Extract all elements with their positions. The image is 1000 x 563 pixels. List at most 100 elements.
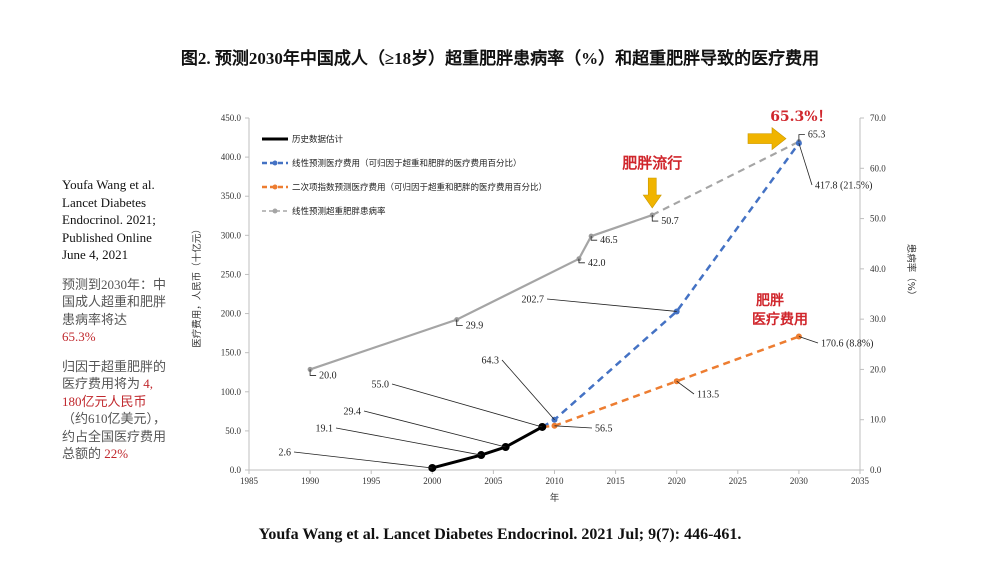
label-prevalence-1990: 20.0 xyxy=(319,370,337,381)
label-history-2004: 19.1 xyxy=(316,424,334,435)
side-prevalence-text: 预测到2030年：中国成人超重和肥胖患病率将达 xyxy=(62,276,167,327)
label-linear-2030-leader xyxy=(798,143,813,186)
label-quad-2010: 56.5 xyxy=(595,424,613,435)
y-tick-label: 300.0 xyxy=(221,230,242,240)
y-tick-label: 0.0 xyxy=(230,465,242,475)
x-tick-label: 2020 xyxy=(668,476,687,486)
x-tick-label: 2025 xyxy=(729,476,748,486)
y-tick-label: 150.0 xyxy=(221,348,242,358)
legend-label: 线性预测医疗费用（可归因于超重和肥胖的医疗费用百分比） xyxy=(292,158,522,169)
label-linear-2020: 202.7 xyxy=(522,295,545,306)
annotation-obesity-cost-line2: 医疗费用 xyxy=(752,311,808,328)
annotation-prevalence-2030: 65.3%！ xyxy=(770,109,831,125)
side-notes: Youfa Wang et al. Lancet Diabetes Endocr… xyxy=(62,176,174,463)
side-cost-value: 4, 180亿元人民币 xyxy=(62,376,154,409)
y-tick-label: 250.0 xyxy=(221,269,242,279)
prevalence-label-leader xyxy=(651,215,659,222)
prevalence-label-leader xyxy=(590,236,598,241)
label-quad-2020-leader xyxy=(676,380,695,395)
y-axis-label: 医疗费用，人民币（十亿元） xyxy=(191,224,203,348)
label-quad-2020: 113.5 xyxy=(697,390,719,401)
x-axis-label: 年 xyxy=(550,492,560,504)
label-prevalence-2012: 42.0 xyxy=(588,258,606,269)
x-tick-label: 1985 xyxy=(240,476,259,486)
y-tick-label: 200.0 xyxy=(221,309,242,319)
y-tick-label: 50.0 xyxy=(225,426,241,436)
label-history-2000-leader xyxy=(293,451,433,469)
label-linear-2010-leader xyxy=(501,359,555,420)
x-tick-label: 1990 xyxy=(301,476,320,486)
y2-axis-label: 患病率（%） xyxy=(905,244,917,301)
legend-item: 线性预测超重肥胖患病率 xyxy=(262,206,386,217)
side-cost-text2: （约610亿美元），约占全国医疗费用总额的 xyxy=(62,411,167,461)
label-history-2004-leader xyxy=(335,427,482,456)
legend-item: 线性预测医疗费用（可归因于超重和肥胖的医疗费用百分比） xyxy=(262,158,522,169)
side-prevalence-note: 预测到2030年：中国成人超重和肥胖患病率将达 65.3% xyxy=(62,276,174,346)
y2-tick-label: 70.0 xyxy=(870,113,886,123)
y2-tick-label: 10.0 xyxy=(870,415,886,425)
legend-label: 线性预测超重肥胖患病率 xyxy=(292,206,386,217)
x-tick-label: 1995 xyxy=(362,476,381,486)
label-linear-2030: 417.8 (21.5%) xyxy=(815,181,873,192)
y-tick-label: 350.0 xyxy=(221,191,242,201)
series-history xyxy=(431,425,543,470)
label-history-2000: 2.6 xyxy=(279,448,292,459)
y-tick-label: 450.0 xyxy=(221,113,242,123)
label-prevalence-2013: 46.5 xyxy=(600,235,618,246)
y2-tick-label: 0.0 xyxy=(870,465,882,475)
label-prevalence-2002: 29.9 xyxy=(466,321,484,332)
side-cost-text1: 归因于超重肥胖的医疗费用将为 xyxy=(62,358,167,392)
annotation-obesity-cost-line1: 肥胖 xyxy=(756,292,784,309)
x-tick-label: 2010 xyxy=(546,476,565,486)
side-citation: Youfa Wang et al. Lancet Diabetes Endocr… xyxy=(62,177,156,262)
annotation-obesity-epidemic: 肥胖流行 xyxy=(622,154,682,172)
x-tick-label: 2015 xyxy=(607,476,626,486)
axes: 0.0 50.0 100.0 150.0 200.0 250.0 300.0 350.0 400… xyxy=(191,113,917,504)
legend-label: 二次项指数预测医疗费用（可归因于超重和肥胖的医疗费用百分比） xyxy=(292,182,547,193)
x-tick-label: 2005 xyxy=(484,476,503,486)
y2-tick-label: 30.0 xyxy=(870,314,886,324)
footer-citation: Youfa Wang et al. Lancet Diabetes Endocr… xyxy=(258,526,742,543)
label-prevalence-2018: 50.7 xyxy=(661,216,679,227)
label-history-2006-leader xyxy=(363,410,506,448)
x-tick-label: 2035 xyxy=(851,476,870,486)
label-quad-2030: 170.6 (8.8%) xyxy=(821,339,874,350)
label-prevalence-2030: 65.3 xyxy=(808,130,826,141)
legend-label: 历史数据估计 xyxy=(292,134,344,145)
legend-swatch-marker xyxy=(272,184,278,190)
prevalence-label-leader xyxy=(578,258,585,264)
x-tick-label: 2000 xyxy=(423,476,442,486)
legend-item: 二次项指数预测医疗费用（可归因于超重和肥胖的医疗费用百分比） xyxy=(262,182,547,193)
y2-tick-label: 40.0 xyxy=(870,264,886,274)
side-cost-note: 归因于超重肥胖的医疗费用将为 4, 180亿元人民币 （约610亿美元），约占全… xyxy=(62,358,174,463)
y2-tick-label: 50.0 xyxy=(870,214,886,224)
legend-item: 历史数据估计 xyxy=(262,134,344,145)
y-tick-label: 400.0 xyxy=(221,152,242,162)
series-prevalence-dashed xyxy=(651,140,800,217)
y2-tick-label: 20.0 xyxy=(870,364,886,374)
x-tick-label: 2030 xyxy=(790,476,809,486)
arrow-down-icon xyxy=(642,177,662,209)
y2-tick-label: 60.0 xyxy=(870,163,886,173)
label-linear-2010: 64.3 xyxy=(482,356,500,367)
series-quadratic-cost xyxy=(542,335,800,429)
label-history-2009: 55.0 xyxy=(372,380,390,391)
label-linear-2020-leader xyxy=(546,298,677,312)
prevalence-label-leader xyxy=(798,134,805,142)
side-cost-share: 22% xyxy=(104,446,129,461)
data-labels-layer: 2.6 19.1 29.4 55.0 64.3 202.7 417.8 (21.5%) 56.… xyxy=(279,130,874,469)
series-linear-cost xyxy=(541,142,800,429)
y-tick-label: 100.0 xyxy=(221,387,242,397)
label-history-2009-leader xyxy=(391,383,543,428)
label-history-2006: 29.4 xyxy=(344,407,362,418)
prevalence-label-leader xyxy=(309,369,317,376)
legend-swatch-marker xyxy=(272,208,278,214)
prevalence-label-leader xyxy=(456,319,463,327)
arrow-right-icon xyxy=(747,127,787,151)
label-quad-2010-leader xyxy=(554,425,593,429)
label-quad-2030-leader xyxy=(798,336,819,344)
side-prevalence-value: 65.3% xyxy=(62,329,96,344)
